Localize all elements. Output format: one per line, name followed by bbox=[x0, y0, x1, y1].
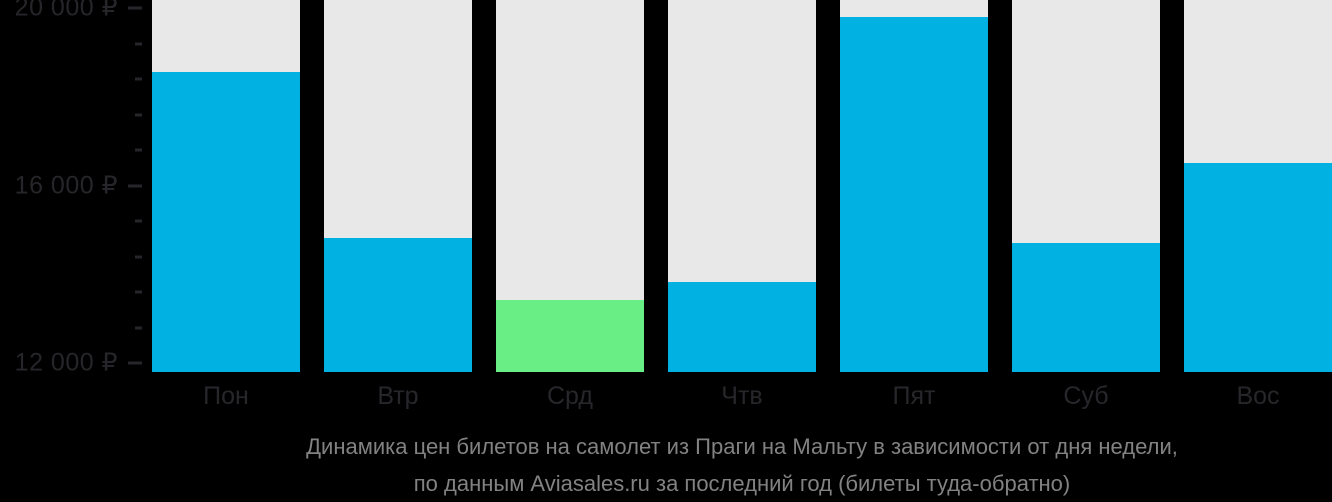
column-background bbox=[1012, 0, 1160, 372]
price-bar-Пон[interactable] bbox=[152, 72, 300, 372]
y-axis-minor-tick bbox=[135, 77, 142, 81]
caption-line-2: по данным Aviasales.ru за последний год … bbox=[413, 471, 1071, 496]
y-axis-minor-tick bbox=[135, 42, 142, 45]
column-background bbox=[1184, 0, 1332, 372]
price-bar-Втр[interactable] bbox=[324, 237, 472, 372]
y-axis-major-tick bbox=[128, 6, 142, 10]
y-axis-minor-tick bbox=[135, 219, 142, 223]
y-axis-major-tick bbox=[128, 361, 142, 365]
column-background bbox=[496, 0, 644, 372]
y-axis-tick-label: 12 000 ₽ bbox=[14, 348, 118, 377]
x-axis-label-Втр: Втр bbox=[377, 382, 419, 410]
y-axis-minor-tick bbox=[135, 290, 142, 294]
plot-columns bbox=[152, 0, 1332, 372]
y-axis-minor-tick bbox=[135, 113, 142, 117]
chart-caption: Динамика цен билетов на самолет из Праги… bbox=[152, 428, 1332, 502]
price-bar-Вос[interactable] bbox=[1184, 163, 1332, 372]
y-axis-major-tick bbox=[128, 184, 142, 188]
x-axis-label-Суб: Суб bbox=[1063, 382, 1109, 410]
x-axis-label-Срд: Срд bbox=[547, 382, 593, 410]
price-bar-Суб[interactable] bbox=[1012, 242, 1160, 372]
x-axis-label-Вос: Вос bbox=[1236, 382, 1280, 410]
price-bar-Пят[interactable] bbox=[840, 16, 988, 372]
y-axis: 20 000 ₽ 16 000 ₽ 12 000 ₽ bbox=[0, 0, 152, 375]
y-axis-tick-label: 20 000 ₽ bbox=[14, 0, 118, 22]
column-background bbox=[668, 0, 816, 372]
x-axis-label-Пят: Пят bbox=[892, 382, 936, 410]
x-axis-label-Пон: Пон bbox=[203, 382, 249, 410]
price-bar-Срд[interactable] bbox=[496, 300, 644, 372]
x-axis-label-Чтв: Чтв bbox=[721, 382, 763, 410]
column-background bbox=[152, 0, 300, 372]
y-axis-tick-label: 16 000 ₽ bbox=[14, 171, 118, 200]
x-axis-labels: Пон Втр Срд Чтв Пят Суб Вос bbox=[152, 381, 1332, 411]
y-axis-minor-tick bbox=[135, 255, 142, 259]
column-background bbox=[840, 0, 988, 372]
y-axis-minor-tick bbox=[135, 326, 142, 330]
price-bar-Чтв[interactable] bbox=[668, 281, 816, 372]
y-axis-minor-tick bbox=[135, 148, 142, 152]
caption-line-1: Динамика цен билетов на самолет из Праги… bbox=[306, 434, 1178, 459]
column-background bbox=[324, 0, 472, 372]
